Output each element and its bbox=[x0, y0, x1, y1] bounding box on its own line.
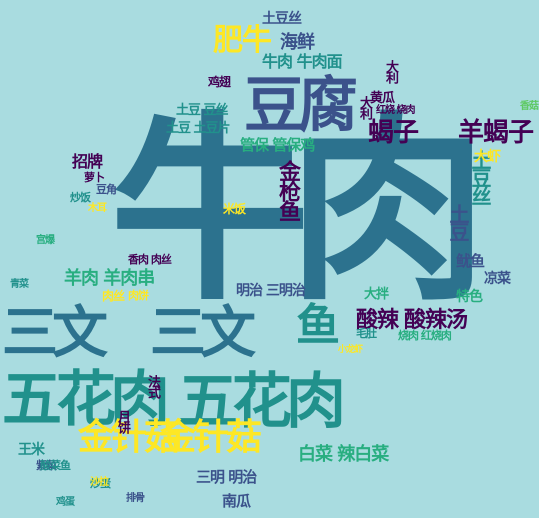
word: 豆角 bbox=[96, 183, 117, 196]
word: 土豆 土豆片 bbox=[166, 121, 231, 136]
word: 土豆丝 bbox=[468, 150, 492, 204]
word: 牛肉 bbox=[110, 95, 488, 328]
word: 五花肉 bbox=[178, 367, 346, 437]
word: 毛肚 bbox=[356, 327, 377, 340]
word: 木耳 bbox=[88, 203, 107, 214]
word: 招牌 bbox=[72, 152, 103, 171]
word: 金枪鱼 bbox=[275, 160, 300, 220]
word: 米饭 bbox=[223, 202, 246, 216]
word: 大虾 bbox=[474, 149, 501, 165]
word: 肉丝 bbox=[102, 289, 125, 303]
word: 肉饼 bbox=[128, 289, 149, 302]
word: 沙拉 bbox=[90, 477, 109, 488]
word: 烧肉 红烧肉 bbox=[398, 329, 452, 342]
word: 鸡蛋 bbox=[56, 497, 75, 508]
word: 三明 明治 bbox=[196, 468, 257, 486]
word: 王米 bbox=[18, 442, 45, 458]
word: 香菇 bbox=[520, 101, 539, 112]
word: 羊蝎子 bbox=[458, 118, 534, 148]
word: 豆腐 bbox=[244, 71, 358, 141]
word: 南瓜 bbox=[222, 492, 251, 510]
word: 酸菜鱼 bbox=[40, 459, 71, 472]
word: 管保 管保鸡 bbox=[240, 136, 315, 154]
word: 排骨 bbox=[126, 493, 145, 504]
word: 大利 bbox=[383, 60, 398, 82]
word: 肥牛 bbox=[213, 23, 272, 58]
word: 土豆 bbox=[446, 204, 470, 240]
word: 鱼 bbox=[296, 300, 340, 351]
word: 海鲜 bbox=[280, 32, 315, 53]
word: 炒蛋 bbox=[90, 477, 111, 490]
word: 凉菜 bbox=[484, 271, 511, 287]
word: 紫菜 bbox=[36, 459, 57, 472]
word: 黄瓜 bbox=[370, 91, 395, 106]
word: 明治 三明治 bbox=[236, 283, 306, 299]
word: 白菜 辣白菜 bbox=[298, 444, 389, 465]
word: 萝卜 bbox=[84, 171, 105, 184]
word: 青菜 bbox=[10, 279, 29, 290]
word: 特色 bbox=[456, 289, 483, 305]
word: 鸡翅 bbox=[208, 75, 231, 89]
word: 香肉 肉丝 bbox=[128, 253, 172, 266]
word: 羊肉 羊肉串 bbox=[64, 268, 155, 289]
word: 蝎子 bbox=[368, 118, 419, 148]
word: 炒饭 bbox=[70, 191, 91, 204]
word: 三文 bbox=[2, 301, 108, 366]
word: 法式 bbox=[145, 375, 160, 397]
word: 土豆丝 bbox=[262, 11, 302, 27]
word: 宫爆 bbox=[36, 235, 55, 246]
word: 酸辣汤 bbox=[404, 308, 468, 333]
word: 月饼 bbox=[115, 410, 130, 432]
word: 土豆 豆丝 bbox=[176, 103, 229, 118]
word: 牛肉 牛肉面 bbox=[262, 52, 343, 71]
word: 金针菇 bbox=[160, 417, 262, 458]
word: 大利 bbox=[357, 96, 372, 118]
word: 金针菇 bbox=[78, 417, 180, 458]
word: 酸辣 bbox=[356, 308, 399, 333]
word: 小龙虾 bbox=[338, 345, 363, 355]
word: 五花肉 bbox=[2, 365, 170, 435]
word: 鱿鱼 bbox=[456, 252, 485, 270]
word: 三文 bbox=[150, 301, 256, 366]
word: 大拌 bbox=[364, 287, 389, 302]
word: 红烧 烧肉 bbox=[376, 105, 415, 116]
